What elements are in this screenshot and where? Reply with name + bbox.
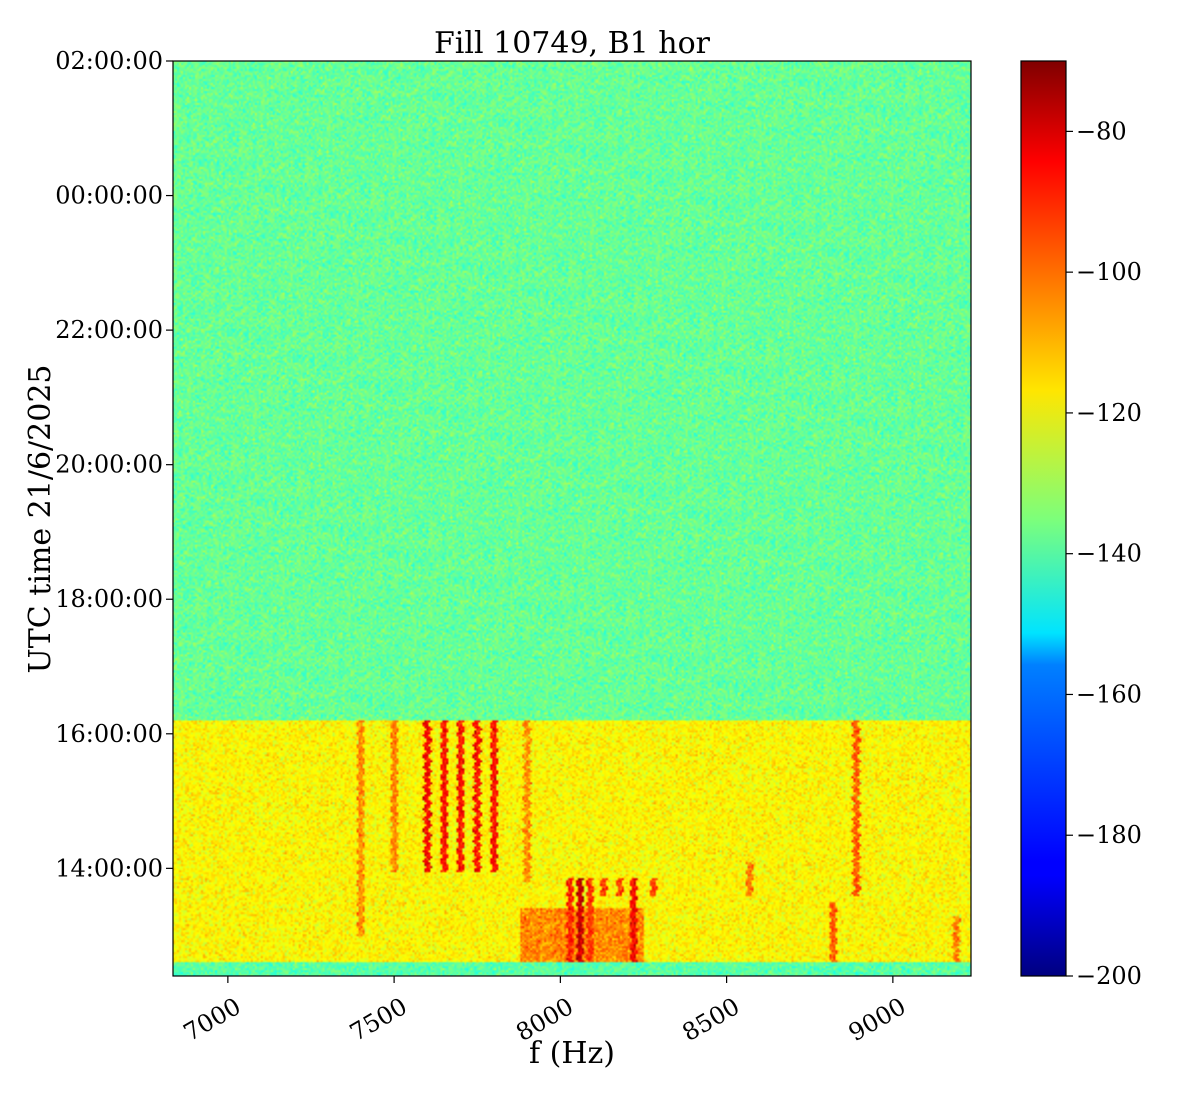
colorbar-tick-label-0: −80 (1076, 117, 1127, 145)
colorbar-tick-label-2: −120 (1076, 399, 1142, 427)
y-axis-label: UTC time 21/6/2025 (23, 365, 58, 674)
colorbar-tick-label-6: −200 (1076, 962, 1142, 990)
colorbar-tick-label-1: −100 (1076, 258, 1142, 286)
y-axis: 14:00:00 16:00:00 18:00:00 20:00:00 22:00:00… (55, 47, 173, 882)
colorbar-gradient (1020, 60, 1067, 977)
y-tick-label-1: 16:00:00 (55, 720, 163, 748)
colorbar-ticks: −80 −100 −120 −140 −160 −180 −200 (1066, 117, 1142, 990)
y-tick-label-4: 22:00:00 (55, 316, 163, 344)
y-tick-label-2: 18:00:00 (55, 585, 163, 613)
colorbar: −80 −100 −120 −140 −160 −180 −200 (1020, 60, 1142, 990)
plot-frame (172, 60, 972, 977)
plot-area (173, 61, 971, 976)
colorbar-tick-label-3: −140 (1076, 540, 1142, 568)
y-tick-label-5: 00:00:00 (55, 182, 163, 210)
colorbar-tick-label-5: −180 (1076, 821, 1142, 849)
colorbar-tick-label-4: −160 (1076, 680, 1142, 708)
chart-title: Fill 10749, B1 hor (434, 26, 711, 61)
x-tick-label-3: 8500 (678, 992, 745, 1047)
y-tick-label-3: 20:00:00 (55, 451, 163, 479)
y-tick-label-6: 02:00:00 (55, 47, 163, 75)
x-axis-label: f (Hz) (529, 1036, 615, 1071)
x-tick-label-4: 9000 (844, 992, 911, 1047)
y-tick-label-0: 14:00:00 (55, 854, 163, 882)
x-tick-label-0: 7000 (179, 992, 246, 1047)
x-tick-label-1: 7500 (345, 992, 412, 1047)
heatmap-image (173, 61, 971, 976)
